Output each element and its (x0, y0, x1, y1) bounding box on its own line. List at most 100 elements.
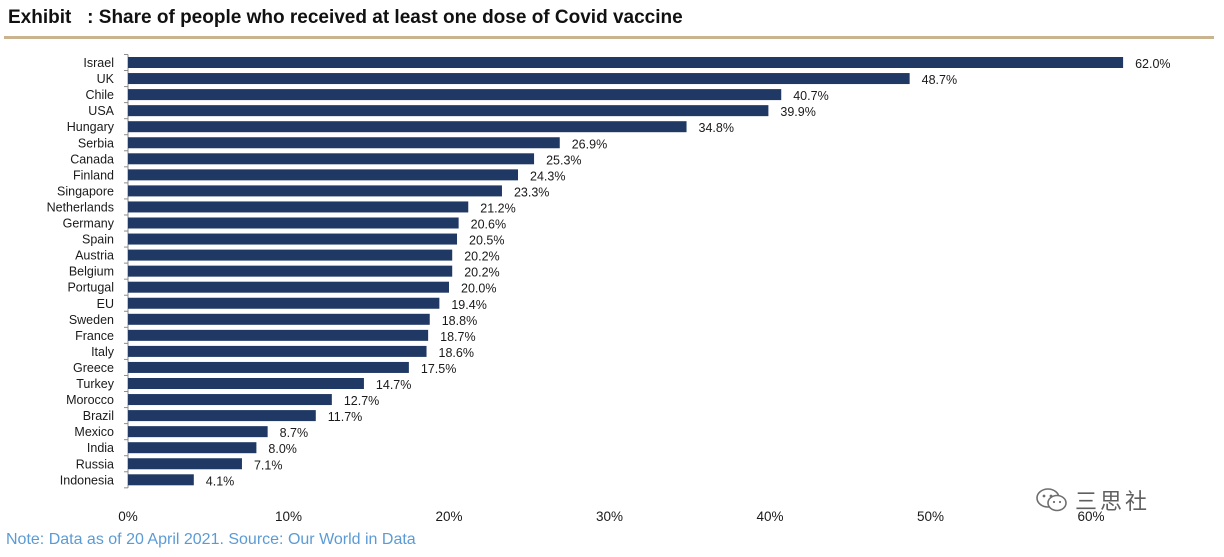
bar (128, 169, 519, 181)
value-label: 21.2% (480, 201, 515, 215)
bar (128, 345, 427, 357)
category-label: France (75, 329, 114, 343)
x-tick-label: 10% (275, 509, 302, 524)
x-tick-label: 50% (917, 509, 944, 524)
category-label: Austria (75, 249, 114, 263)
bar (128, 410, 316, 422)
category-label: EU (97, 297, 114, 311)
bar (128, 153, 535, 165)
bar (128, 442, 257, 454)
category-label: Israel (83, 56, 114, 70)
category-labels: Israel UK Chile USA Hungary Serbia Canada Finla… (47, 56, 115, 487)
value-label: 14.7% (376, 378, 411, 392)
value-label: 20.6% (471, 218, 506, 232)
bar (128, 73, 910, 85)
x-tick-label: 30% (596, 509, 623, 524)
value-label: 20.2% (464, 250, 499, 264)
value-label: 12.7% (344, 394, 379, 408)
category-label: Morocco (66, 393, 114, 407)
category-label: Turkey (76, 377, 114, 391)
value-label: 11.7% (328, 410, 363, 424)
bar (128, 297, 440, 309)
bars (128, 57, 1124, 486)
bar (128, 217, 459, 229)
category-label: Hungary (67, 120, 115, 134)
bar (128, 249, 453, 261)
category-label: Russia (76, 457, 114, 471)
category-label: USA (88, 104, 114, 118)
y-axis (124, 53, 129, 489)
category-label: Italy (91, 345, 115, 359)
bar (128, 329, 429, 341)
value-label: 25.3% (546, 153, 581, 167)
bar (128, 121, 687, 133)
category-label: Netherlands (47, 200, 114, 214)
bar (128, 185, 502, 197)
bar (128, 233, 458, 245)
bar (128, 89, 782, 101)
category-label: Portugal (67, 281, 114, 295)
value-label: 20.2% (464, 266, 499, 280)
x-tick-label: 60% (1077, 509, 1104, 524)
bar (128, 313, 430, 325)
x-tick-label: 40% (756, 509, 783, 524)
x-tick-label: 20% (435, 509, 462, 524)
category-label: Brazil (83, 409, 114, 423)
value-label: 19.4% (451, 298, 486, 312)
bar (128, 426, 268, 438)
bar (128, 458, 242, 470)
bar (128, 265, 453, 277)
bar (128, 105, 769, 117)
category-label: Belgium (69, 265, 114, 279)
category-label: UK (97, 72, 115, 86)
value-label: 8.7% (280, 426, 309, 440)
value-label: 17.5% (421, 362, 456, 376)
footnote: Note: Data as of 20 April 2021. Source: … (6, 531, 416, 548)
x-axis-ticks: 0% 10% 20% 30% 40% 50% 60% (118, 509, 1104, 524)
category-label: Singapore (57, 184, 114, 198)
category-label: India (87, 441, 114, 455)
value-label: 8.0% (268, 442, 297, 456)
value-label: 18.7% (440, 330, 475, 344)
chart-title: Exhibit : Share of people who received a… (8, 7, 683, 28)
bar (128, 378, 364, 389)
category-label: Spain (82, 233, 114, 247)
value-label: 4.1% (206, 474, 235, 488)
value-label: 40.7% (793, 89, 828, 103)
watermark-text: 三思社 (1075, 490, 1151, 515)
value-label: 20.0% (461, 282, 496, 296)
bar-chart: Israel UK Chile USA Hungary Serbia Canada Finla… (47, 53, 1171, 524)
value-label: 18.8% (442, 314, 477, 328)
value-labels: 62.0% 48.7% 40.7% 39.9% 34.8% 26.9% 25.3% 24.3%… (206, 57, 1171, 488)
bar (128, 394, 332, 406)
bar (128, 361, 409, 373)
value-label: 23.3% (514, 185, 549, 199)
value-label: 26.9% (572, 137, 607, 151)
category-label: Mexico (74, 425, 114, 439)
value-label: 20.5% (469, 234, 504, 248)
x-tick-label: 0% (118, 509, 138, 524)
value-label: 34.8% (699, 121, 734, 135)
value-label: 7.1% (254, 458, 283, 472)
category-label: Chile (86, 88, 115, 102)
value-label: 39.9% (780, 105, 815, 119)
category-label: Finland (73, 168, 114, 182)
bar (128, 137, 560, 149)
watermark: 三思社 (1035, 484, 1150, 516)
category-label: Canada (70, 152, 114, 166)
category-label: Germany (63, 217, 115, 231)
bar (128, 201, 469, 213)
title-divider (4, 36, 1214, 39)
bar (128, 57, 1124, 68)
bar (128, 281, 449, 293)
category-label: Sweden (69, 313, 114, 327)
value-label: 48.7% (922, 73, 957, 87)
category-label: Serbia (78, 136, 114, 150)
wechat-icon (1036, 488, 1067, 512)
value-label: 62.0% (1135, 57, 1170, 71)
bar (128, 474, 194, 486)
value-label: 18.6% (439, 346, 474, 360)
category-label: Indonesia (60, 473, 114, 487)
value-label: 24.3% (530, 169, 565, 183)
category-label: Greece (73, 361, 114, 375)
